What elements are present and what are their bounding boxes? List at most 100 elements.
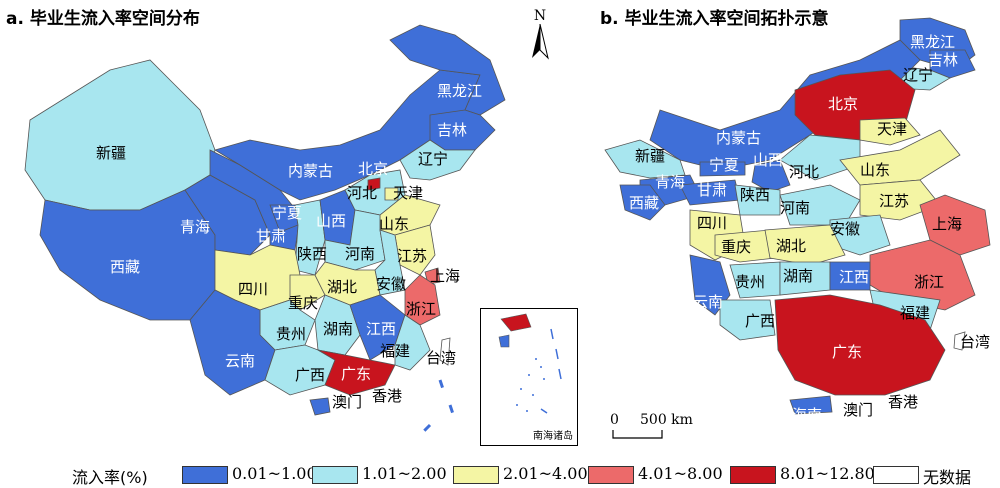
panel-b-label-25: 江西 — [839, 268, 870, 286]
panel-b-title: b. 毕业生流入率空间拓扑示意 — [600, 9, 829, 29]
panel-a-label-20: 安徽 — [376, 275, 407, 293]
panel-b-label-12: 山东 — [860, 161, 891, 179]
legend-title: 流入率(%) — [72, 468, 148, 487]
region-a-tianjin — [384, 187, 399, 201]
scale-text: 500 km — [640, 412, 693, 428]
region-b-shanxi — [751, 159, 791, 193]
sea-boundary — [418, 379, 457, 437]
legend-label-5: 无数据 — [923, 468, 972, 487]
region-a-taiwan — [439, 337, 451, 366]
inset-label: 南海诸岛 — [533, 431, 573, 442]
inset-map — [498, 313, 562, 414]
region-a-beijing — [367, 177, 381, 191]
panel-a-label-15: 河南 — [345, 245, 376, 263]
panel-b-label-27: 广西 — [745, 312, 776, 330]
region-b-xinjiang — [604, 139, 686, 179]
region-b-ningxia — [699, 161, 746, 177]
panel-a-title: a. 毕业生流入率空间分布 — [6, 9, 200, 29]
region-b-xizang — [619, 184, 666, 221]
panel-b-label-31: 海南 — [792, 406, 823, 424]
north-label: N — [533, 8, 547, 24]
panel-a-label-5: 河北 — [347, 184, 378, 202]
legend-swatch-4 — [730, 466, 776, 484]
region-a-anhui — [374, 229, 406, 296]
region-b-henan — [779, 184, 861, 226]
panel-a-label-9: 青海 — [180, 218, 211, 236]
inset-south-china-sea: 南海诸岛 — [480, 308, 578, 446]
region-b-tianjin — [859, 117, 921, 146]
legend: 流入率(%) 0.01~1.00 1.01~2.00 2.01~4.00 4.01~8… — [0, 462, 1000, 488]
panel-b-label-24: 浙江 — [914, 273, 945, 291]
region-b-guangdong — [774, 294, 946, 396]
panel-b-label-18: 上海 — [932, 215, 963, 233]
panel-b-label-17: 四川 — [697, 214, 728, 232]
map-canvas — [24, 17, 991, 437]
region-b-hubei — [764, 224, 846, 266]
legend-label-4: 8.01~12.80 — [780, 464, 875, 483]
panel-a-label-4: 天津 — [393, 184, 424, 202]
panel-b-label-30: 广东 — [832, 343, 863, 361]
region-a-guangdong — [317, 349, 396, 396]
panel-a-label-13: 西藏 — [110, 258, 141, 276]
panel-a-label-19: 湖北 — [327, 278, 358, 296]
legend-label-3: 4.01~8.00 — [638, 464, 723, 483]
region-b-taiwan — [953, 331, 966, 351]
panel-a-label-30: 台湾 — [426, 349, 457, 367]
region-b-jiangsu — [859, 179, 941, 221]
region-b-hebei — [779, 134, 861, 181]
panel-a-label-33: 海南 — [300, 418, 331, 436]
legend-swatch-0 — [182, 466, 228, 484]
panel-a-label-16: 江苏 — [397, 247, 428, 265]
region-a-yunnan — [189, 289, 276, 396]
panel-b-label-3: 北京 — [828, 95, 859, 113]
north-arrow: N — [528, 8, 552, 64]
panel-a-label-25: 江西 — [366, 320, 397, 338]
legend-label-1: 1.01~2.00 — [362, 464, 447, 483]
panel-a-label-23: 贵州 — [276, 325, 307, 343]
legend-swatch-5 — [873, 466, 919, 484]
panel-b-label-20: 重庆 — [721, 238, 752, 256]
panel-b-label-11: 甘肃 — [697, 181, 728, 199]
panel-b-label-10: 青海 — [655, 173, 686, 191]
region-a-xinjiang — [24, 59, 216, 211]
region-b-hainan — [789, 395, 833, 415]
legend-swatch-3 — [588, 466, 634, 484]
panel-b-map — [604, 17, 991, 415]
panel-b-label-5: 内蒙古 — [716, 129, 762, 147]
panel-b-label-29: 台湾 — [960, 333, 991, 351]
panel-a-label-14: 陕西 — [297, 245, 328, 263]
panel-b-label-23: 湖南 — [783, 267, 814, 285]
panel-a-label-12: 山东 — [379, 215, 410, 233]
scale-zero: 0 — [610, 412, 619, 428]
region-a-chongqing — [289, 274, 326, 311]
region-b-zhejiang — [869, 239, 976, 311]
panel-a-label-32: 香港 — [372, 387, 403, 405]
panel-a-label-22: 浙江 — [406, 300, 437, 318]
panel-b-label-28: 福建 — [900, 304, 931, 322]
panel-b-label-7: 宁夏 — [709, 156, 740, 174]
panel-b-label-13: 西藏 — [629, 194, 660, 212]
panel-a-label-7: 新疆 — [96, 144, 127, 162]
panel-b-label-26: 云南 — [693, 293, 724, 311]
panel-a-map — [24, 24, 506, 437]
panel-a-label-0: 黑龙江 — [437, 82, 483, 100]
panel-b-label-22: 贵州 — [735, 273, 766, 291]
panel-a-label-17: 上海 — [430, 267, 461, 285]
panel-a-label-24: 湖南 — [323, 320, 354, 338]
north-arrow-icon — [532, 23, 549, 60]
region-a-liaoning — [399, 139, 476, 181]
region-a-hainan — [309, 397, 331, 416]
legend-swatch-2 — [453, 466, 499, 484]
panel-a-label-10: 甘肃 — [256, 227, 287, 245]
panel-b-label-1: 吉林 — [928, 51, 959, 69]
panel-b-label-21: 湖北 — [776, 237, 807, 255]
panel-b-label-16: 江苏 — [879, 192, 910, 210]
panel-a-label-6: 内蒙古 — [288, 162, 334, 180]
panel-b-label-32: 澳门 — [843, 401, 874, 419]
panel-a-label-3: 北京 — [358, 160, 389, 178]
panel-b-label-14: 陕西 — [740, 186, 771, 204]
panel-a-label-29: 广东 — [341, 365, 372, 383]
scale-bar-line — [612, 430, 663, 439]
panel-b-label-6: 新疆 — [635, 147, 666, 165]
panel-a-label-27: 云南 — [225, 352, 256, 370]
